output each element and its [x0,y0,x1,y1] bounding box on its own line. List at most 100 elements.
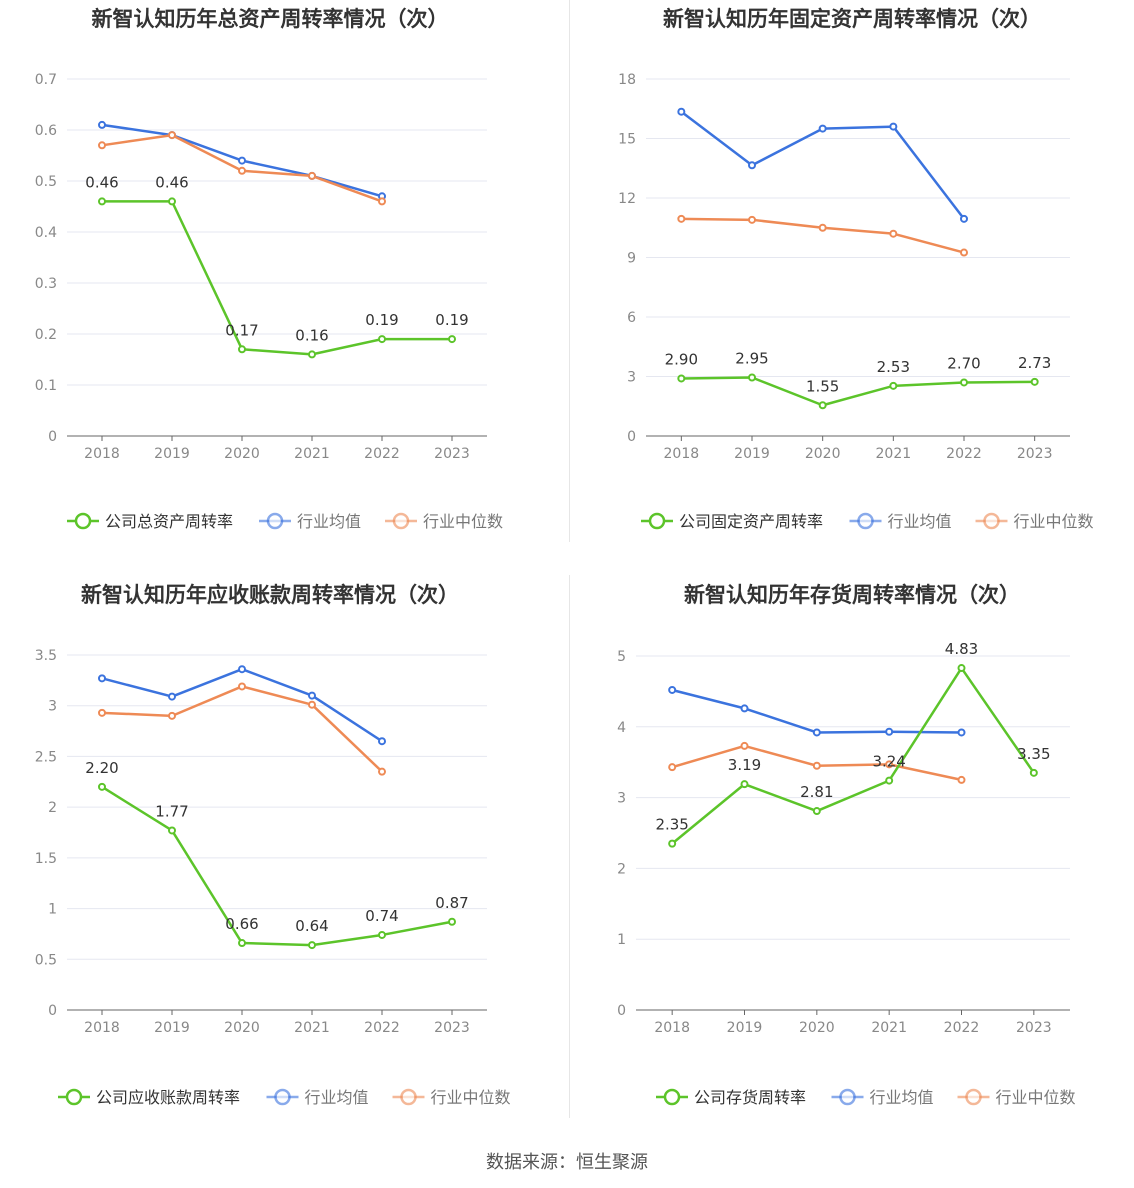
chart-receivables-turnover: 新智认知历年应收账款周转率情况（次） 0 0.5 1 1.5 2 2.5 3 3.5 2018 20… [0,575,569,1135]
x-tick-label: 2023 [1016,1020,1052,1036]
data-point-company [238,939,246,948]
series-line-median [101,685,383,773]
data-label: 3.35 [1017,745,1050,763]
x-tick-label: 2020 [805,446,841,462]
panel-divider-top [569,0,570,542]
data-point-company [740,780,749,789]
y-tick-label: 3 [617,791,626,807]
legend-marker-circle [857,512,874,530]
data-point-median [668,763,677,772]
panel-divider-bottom [569,575,570,1118]
data-label: 2.95 [735,349,768,367]
y-tick-label: 12 [618,191,636,207]
data-point-company [1029,768,1038,777]
y-tick-label: 2.5 [35,749,57,765]
data-label: 2.35 [655,816,688,834]
data-point-median [238,682,246,691]
y-tick-label: 15 [618,132,636,148]
y-tick-label: 0 [627,429,636,445]
chart-title: 新智认知历年总资产周转率情况（次） [92,7,449,31]
legend-item-industry-median: 行业中位数 [385,512,503,531]
y-tick-label: 0.2 [35,327,57,343]
chart-svg: 新智认知历年应收账款周转率情况（次） 0 0.5 1 1.5 2 2.5 3 3.5 2018 20… [35,583,511,1107]
y-tick-label: 2 [617,861,626,877]
data-point-median [308,700,316,709]
legend-marker-circle [274,1088,291,1106]
data-point-avg [889,122,898,131]
series-line-company [681,376,1035,407]
x-tick-label: 2020 [224,1020,260,1036]
legend-label: 行业均值 [305,1088,369,1107]
legend-item-company: 公司应收账款周转率 [58,1088,240,1107]
data-point-median [740,741,749,750]
data-point-company [960,378,968,387]
legend-item-company: 公司固定资产周转率 [641,512,823,531]
legend-item-industry-average: 行业均值 [849,512,952,531]
data-point-avg [812,728,821,737]
y-tick-label: 1 [617,932,626,948]
data-point-avg [668,685,677,694]
legend-label: 行业均值 [888,512,952,531]
legend-item-industry-average: 行业均值 [266,1088,369,1107]
y-tick-label: 0 [617,1003,626,1019]
data-label: 2.53 [877,358,910,376]
data-point-avg [378,737,386,746]
y-tick-label: 2 [48,800,57,816]
data-point-median [98,141,106,150]
data-point-avg [677,107,686,116]
data-point-company [168,197,176,206]
data-label: 2.90 [665,350,698,368]
series-line-company [102,200,452,356]
chart-fixed-asset-turnover: 新智认知历年固定资产周转率情况（次） 0 3 6 9 12 15 18 2018 2019 2020… [570,0,1134,560]
y-tick-label: 0.4 [35,225,57,241]
chart-svg: 新智认知历年存货周转率情况（次） 0 1 2 3 4 5 2018 2019 2020 2021 20… [617,583,1076,1107]
x-tick-label: 2021 [876,446,912,462]
data-point-company [668,839,677,848]
chart-legend: 公司总资产周转率 行业均值 行业中位数 [67,512,503,531]
data-label: 0.19 [365,311,398,329]
x-tick-label: 2023 [434,1020,470,1036]
data-label: 0.19 [435,311,468,329]
data-label: 0.17 [225,321,258,339]
x-tick-label: 2023 [1017,446,1053,462]
y-tick-label: 5 [617,649,626,665]
data-point-company [812,807,821,816]
y-tick-label: 0.6 [35,123,57,139]
data-point-median [98,708,106,717]
legend-marker-circle [983,512,1000,530]
y-tick-label: 0.5 [35,952,57,968]
legend-label: 行业中位数 [423,512,503,531]
data-label: 0.74 [365,907,398,925]
data-point-company [98,197,106,206]
data-point-avg [238,665,246,674]
y-tick-label: 3 [627,370,636,386]
legend-label: 行业中位数 [431,1088,511,1107]
x-tick-label: 2023 [434,446,470,462]
legend-marker-circle [400,1088,417,1106]
data-point-company [448,335,456,344]
legend-item-industry-median: 行业中位数 [957,1088,1076,1107]
data-point-avg [748,161,756,170]
data-point-company [957,664,966,673]
legend-label: 行业中位数 [1014,512,1094,531]
legend-marker-circle [74,512,92,530]
y-tick-label: 0 [48,429,57,445]
data-point-median [885,760,894,769]
data-point-avg [98,674,106,683]
legend-marker-circle [648,512,666,530]
chart-legend: 公司固定资产周转率 行业均值 行业中位数 [641,512,1094,531]
data-point-median [812,761,821,770]
data-point-avg [885,727,894,736]
data-point-median [308,171,316,180]
data-point-company [677,374,686,383]
y-tick-label: 1 [48,902,57,918]
x-tick-label: 2018 [84,1020,120,1036]
legend-label: 行业中位数 [996,1088,1076,1107]
legend-label: 公司应收账款周转率 [96,1088,240,1107]
legend-label: 行业均值 [870,1088,934,1107]
data-point-median [677,214,686,223]
x-tick-label: 2018 [664,446,700,462]
y-tick-label: 0.7 [35,72,57,88]
legend-item-industry-average: 行业均值 [831,1088,934,1107]
x-tick-label: 2022 [946,446,982,462]
